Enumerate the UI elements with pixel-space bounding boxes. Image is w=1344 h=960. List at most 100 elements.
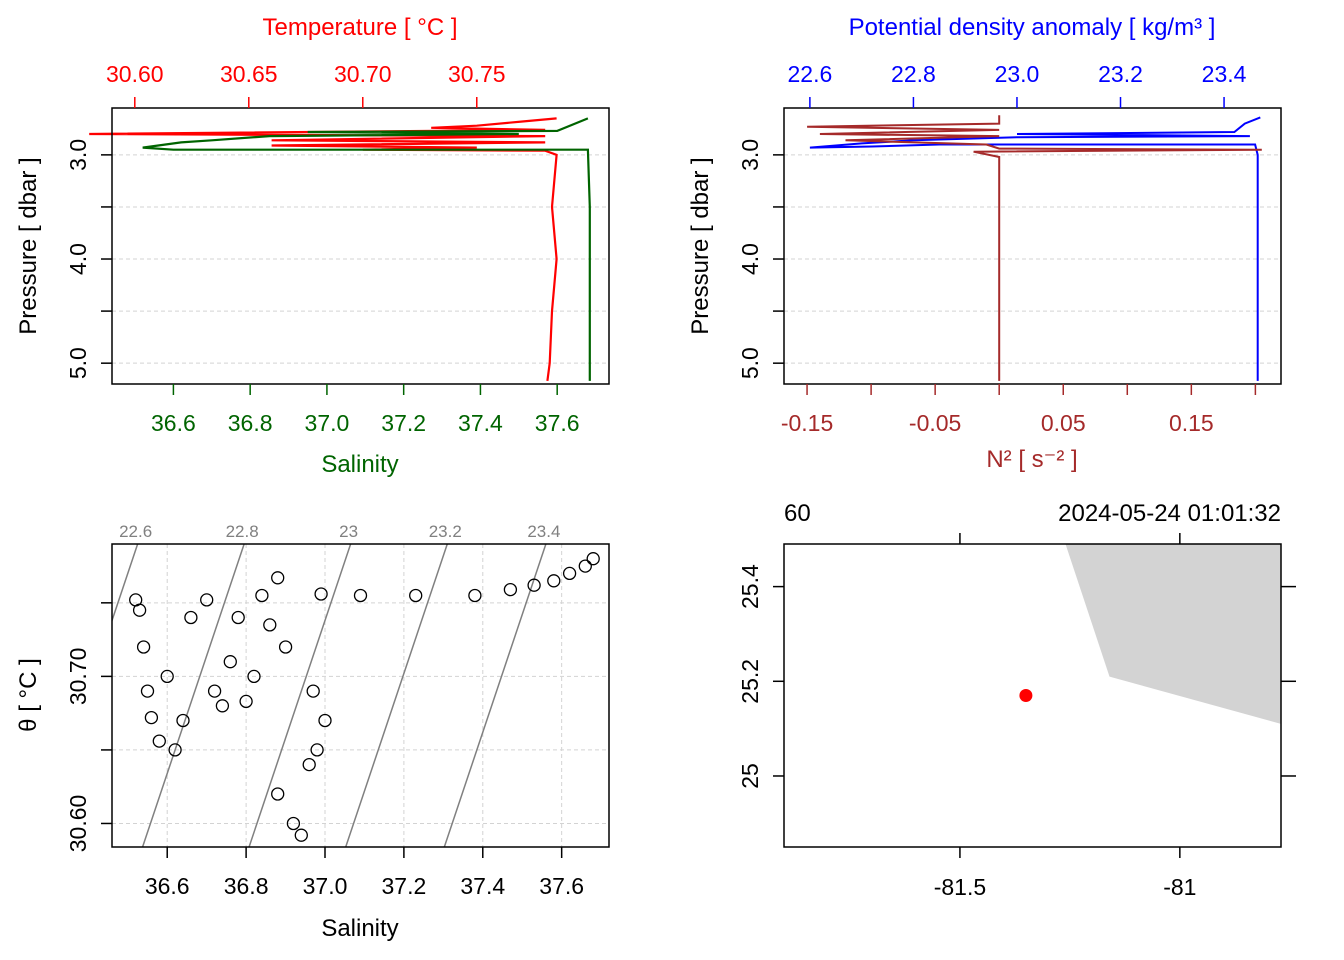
p1-bottom-tick-label: 36.6: [151, 410, 196, 436]
p3-point: [239, 694, 253, 709]
p2-bottom-axis: -0.15 -0.05 0.05 0.15: [781, 384, 1257, 436]
p1-left-tick-label: 3.0: [65, 139, 91, 171]
p1-bottom-tick-label: 37.2: [381, 410, 426, 436]
p4-bottom-tick-label: -81: [1163, 874, 1196, 900]
p1-salinity-axis-title: Salinity: [321, 451, 398, 478]
p2-grid: [784, 154, 1281, 364]
p4-axes: -81.5 -81 25 25.2 25.4: [737, 533, 1296, 900]
p3-point: [247, 669, 261, 684]
p1-top-tick-label: 30.60: [106, 61, 164, 87]
p2-series-n2: [807, 115, 1262, 381]
p2-left-tick-label: 3.0: [737, 139, 763, 171]
p2-frame: [783, 107, 1282, 385]
p3-point: [271, 787, 285, 801]
p3-point: [223, 655, 237, 669]
p2-bottom-tick-label: 0.05: [1041, 410, 1086, 436]
p3-points: [129, 552, 600, 842]
p1-series: [89, 117, 591, 382]
p3-point: [152, 734, 166, 748]
p2-left-tick-label: 5.0: [737, 347, 763, 379]
p2-n2-axis-title: N² [ s⁻² ]: [986, 446, 1077, 473]
p2-bottom-tick-label: 0.15: [1169, 410, 1214, 436]
p3-bottom-axis: 36.6 36.8 37.0 37.2 37.4 37.6: [145, 847, 584, 899]
p1-bottom-tick-label: 36.8: [228, 410, 273, 436]
p4-bottom-tick-label: -81.5: [934, 874, 986, 900]
p1-bottom-tick-label: 37.4: [458, 410, 503, 436]
p3-point: [200, 593, 214, 607]
p3-point: [136, 640, 151, 654]
p2-top-tick-label: 23.4: [1202, 61, 1247, 87]
p1-pressure-axis-title: Pressure [ dbar ]: [15, 157, 42, 334]
p3-point: [353, 588, 368, 603]
p1-temperature-axis-title: Temperature [ °C ]: [263, 14, 458, 41]
p1-left-axis: 3.0 4.0 5.0: [65, 139, 112, 379]
p4-station-marker: [1019, 689, 1033, 702]
p1-left-tick-label: 5.0: [65, 347, 91, 379]
p2-top-tick-label: 23.0: [995, 61, 1040, 87]
p3-point: [215, 699, 230, 713]
p3-point: [278, 640, 293, 654]
p3-point: [271, 571, 285, 585]
p3-bottom-tick-label: 37.6: [539, 873, 584, 899]
p1-top-tick-label: 30.70: [334, 61, 392, 87]
p4-timestamp: 2024-05-24 01:01:32: [1058, 500, 1281, 527]
p3-isopycnal-line: [248, 544, 352, 847]
p2-left-tick-label: 4.0: [737, 243, 763, 275]
p2-left-axis: 3.0 4.0 5.0: [737, 139, 784, 379]
p3-point: [562, 566, 577, 581]
p3-point: [286, 816, 301, 831]
p3-grid: [112, 544, 609, 847]
p2-bottom-tick-label: -0.05: [909, 410, 961, 436]
p1-frame: [111, 107, 610, 385]
p3-bottom-tick-label: 36.8: [224, 873, 269, 899]
p1-series-salinity: [142, 117, 591, 381]
p2-top-tick-label: 22.6: [788, 61, 833, 87]
p1-bottom-tick-label: 37.6: [535, 410, 580, 436]
p1-bottom-axis: 36.6 36.8 37.0 37.2 37.4 37.6: [151, 384, 580, 436]
p3-isopycnal-label: 23.2: [429, 522, 462, 541]
p3-point: [140, 684, 155, 698]
p3-bottom-tick-label: 37.0: [303, 873, 348, 899]
p3-point: [294, 828, 308, 842]
p3-isopycnal-line: [344, 544, 448, 847]
p4-left-tick-label: 25: [737, 763, 763, 789]
p2-top-tick-label: 23.2: [1098, 61, 1143, 87]
p3-point: [503, 582, 518, 597]
p3-point: [578, 559, 592, 573]
p3-point: [302, 757, 316, 772]
p3-point: [144, 710, 159, 725]
p3-isopycnals: [112, 544, 547, 847]
p3-point: [547, 574, 561, 588]
p1-top-tick-label: 30.65: [220, 61, 278, 87]
p4-land-polygon: [1065, 544, 1281, 724]
p3-point: [306, 684, 320, 698]
p3-isopycnal-line: [141, 544, 245, 847]
p3-salinity-axis-title: Salinity: [321, 915, 398, 942]
p3-point: [527, 578, 541, 592]
p4-station-number: 60: [784, 500, 811, 527]
p4-frame: [783, 543, 1282, 848]
p2-series-density: [809, 116, 1261, 381]
p3-point: [168, 743, 182, 757]
p3-frame: [111, 543, 610, 848]
p1-top-tick-label: 30.75: [448, 61, 506, 87]
p1-left-tick-label: 4.0: [65, 243, 91, 275]
p2-top-tick-label: 22.8: [891, 61, 936, 87]
p1-grid: [112, 154, 609, 364]
p3-point: [184, 610, 198, 625]
p4-land: [1065, 544, 1281, 724]
p3-point: [310, 743, 324, 757]
p3-theta-axis-title: θ [ °C ]: [15, 658, 42, 732]
p3-point: [207, 684, 222, 698]
p3-isopycnal-label: 22.6: [119, 522, 152, 541]
p3-point: [160, 669, 174, 684]
p3-point: [314, 587, 328, 601]
p2-density-axis-title: Potential density anomaly [ kg/m³ ]: [849, 14, 1216, 41]
p3-point: [318, 713, 332, 728]
panel-density-n2: 22.6 22.8 23.0 23.2 23.4 -0.15 -0.05 0.05 0.15 …: [687, 14, 1282, 473]
p3-isopycnal-label: 22.8: [226, 522, 259, 541]
p3-left-tick-label: 30.60: [65, 795, 91, 853]
p2-series: [807, 115, 1262, 381]
p3-point: [255, 588, 269, 603]
